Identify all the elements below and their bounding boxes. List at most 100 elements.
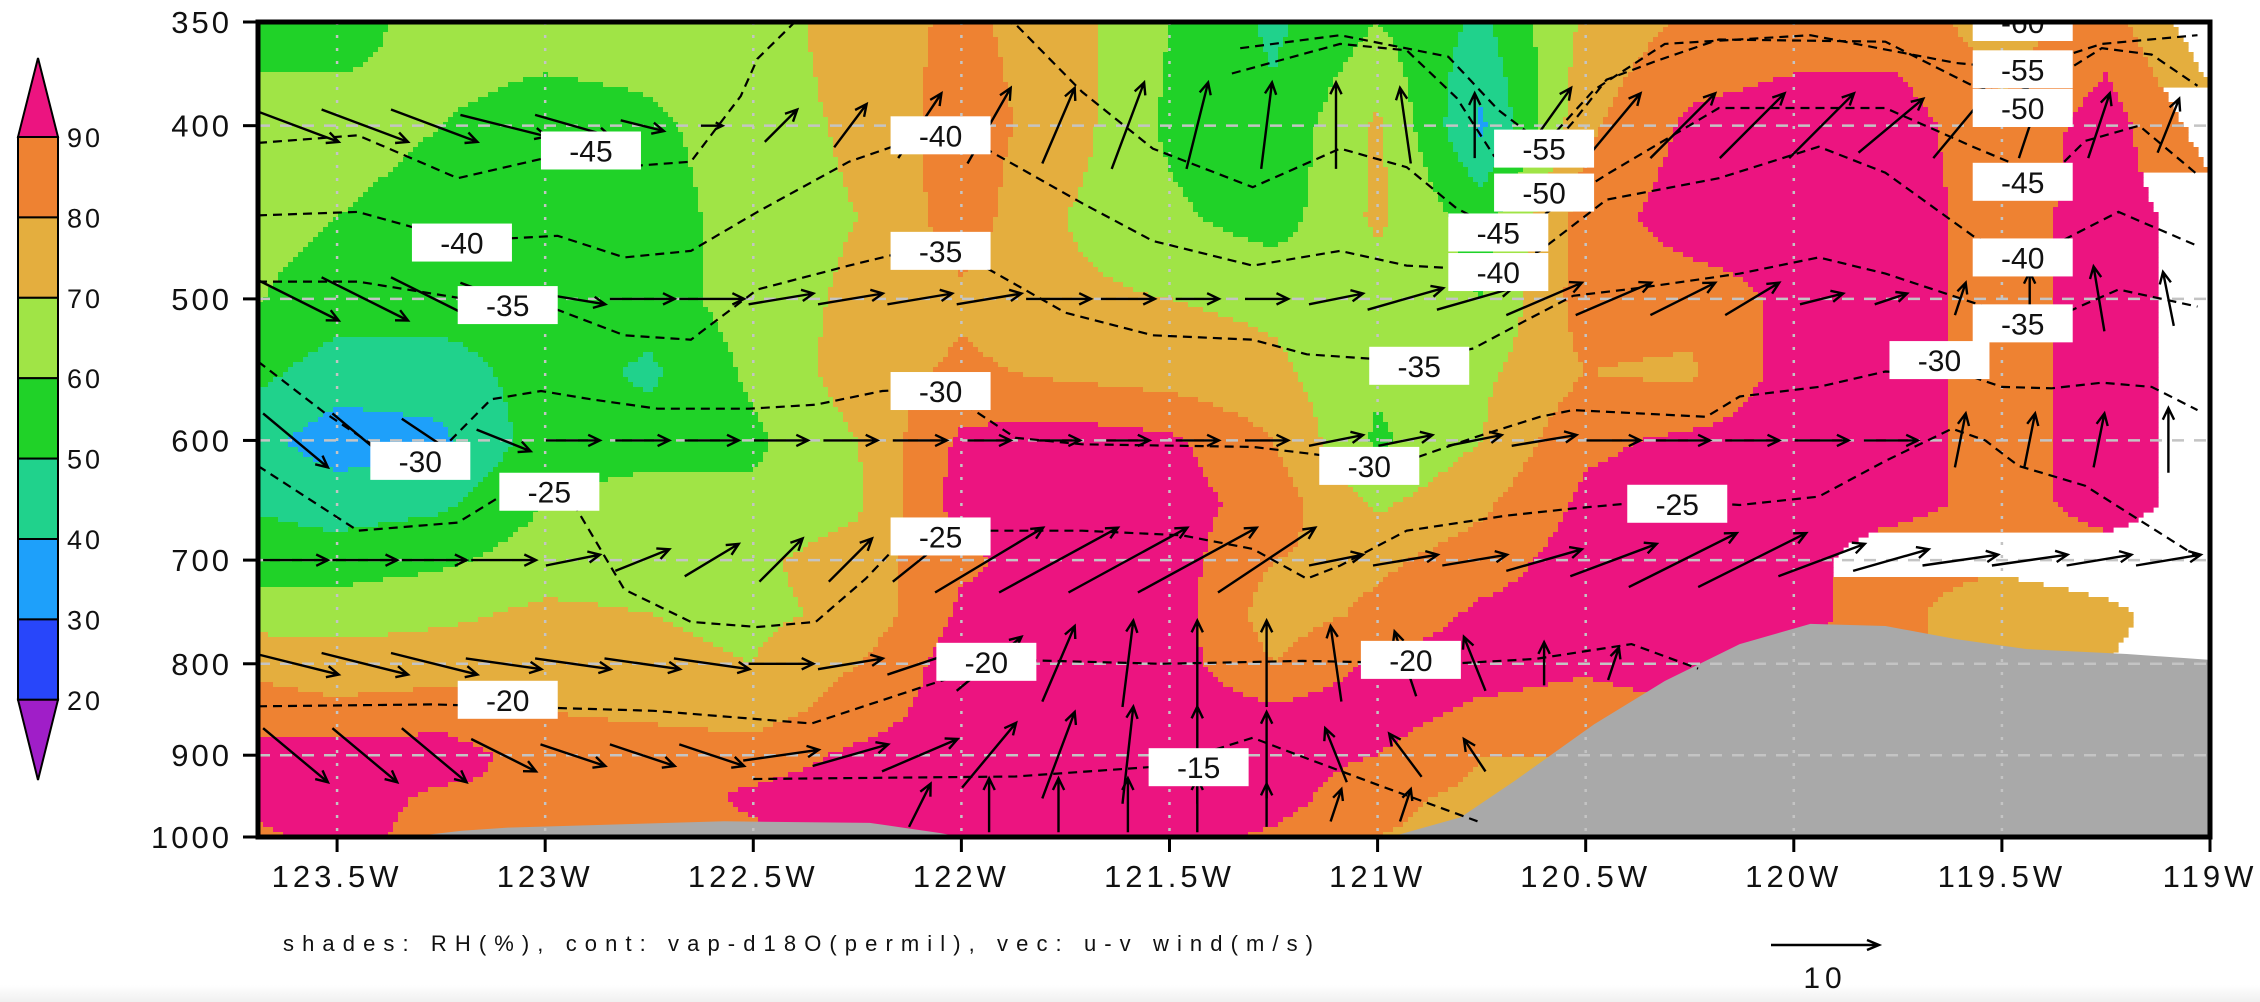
d18o-contour-line bbox=[258, 243, 2198, 363]
rh-shade-cell bbox=[393, 822, 769, 828]
rh-shade-cell bbox=[2068, 512, 2144, 518]
wind-vector-arrow bbox=[534, 657, 614, 675]
rh-shade-cell bbox=[478, 97, 654, 103]
rh-shade-cell bbox=[258, 617, 479, 623]
rh-shade-cell bbox=[1538, 72, 1569, 78]
rh-shade-cell bbox=[1318, 427, 1374, 433]
rh-shade-cell bbox=[868, 737, 1399, 743]
rh-shade-cell bbox=[1938, 147, 2064, 153]
rh-shade-cell bbox=[418, 572, 789, 578]
rh-shade-cell bbox=[2053, 327, 2159, 333]
rh-shade-cell bbox=[1093, 142, 1164, 148]
rh-shade-cell bbox=[258, 762, 489, 768]
rh-shade-cell bbox=[1503, 57, 1539, 63]
rh-shade-cell bbox=[1563, 287, 1754, 293]
rh-shade-cell bbox=[1383, 27, 1464, 33]
rh-shade-cell bbox=[1333, 682, 1549, 688]
contour-label: -35 bbox=[457, 286, 558, 325]
rh-shade-cell bbox=[823, 327, 1259, 333]
rh-shade-cell bbox=[863, 497, 904, 503]
rh-shade-cell bbox=[1443, 122, 1479, 128]
rh-shade-cell bbox=[798, 597, 899, 603]
rh-shade-cell bbox=[1948, 467, 2054, 473]
rh-shade-cell bbox=[1413, 107, 1449, 113]
rh-shade-cell bbox=[808, 707, 909, 713]
contour-label-text: -35 bbox=[919, 236, 962, 269]
rh-shade-cell bbox=[258, 817, 399, 823]
rh-shade-cell bbox=[258, 737, 459, 743]
rh-shade-cell bbox=[258, 212, 339, 218]
rh-shade-cell bbox=[258, 632, 269, 638]
rh-shade-cell bbox=[1218, 312, 1524, 318]
rh-shade-cell bbox=[788, 717, 904, 723]
rh-shade-cell bbox=[773, 632, 884, 638]
rh-shade-cell bbox=[1258, 27, 1289, 33]
rh-shade-cell bbox=[568, 712, 799, 718]
rh-shade-cell bbox=[1833, 582, 1964, 588]
colorbar-label: 60 bbox=[67, 364, 103, 394]
rh-shade-cell bbox=[1288, 27, 1369, 33]
rh-shade-cell bbox=[928, 662, 1204, 668]
rh-shade-cell bbox=[1393, 42, 1459, 48]
rh-shade-cell bbox=[1303, 207, 1369, 213]
rh-shade-cell bbox=[1303, 217, 1369, 223]
rh-shade-cell bbox=[703, 287, 829, 293]
rh-shade-cell bbox=[823, 102, 924, 108]
wind-vector-arrow bbox=[1398, 786, 1414, 822]
rh-shade-cell bbox=[813, 57, 929, 63]
rh-shade-cell bbox=[1583, 157, 1664, 163]
rh-shade-cell bbox=[1388, 212, 1449, 218]
rh-shade-cell bbox=[1428, 172, 1469, 178]
rh-shade-cell bbox=[258, 422, 309, 428]
rh-shade-cell bbox=[693, 167, 839, 173]
rh-shade-cell bbox=[783, 562, 899, 568]
rh-shade-cell bbox=[2058, 182, 2144, 188]
rh-shade-cell bbox=[1203, 567, 1269, 573]
rh-shade-cell bbox=[1573, 52, 1644, 58]
rh-shade-cell bbox=[1278, 447, 1329, 453]
rh-shade-cell bbox=[1278, 342, 1514, 348]
rh-shade-cell bbox=[258, 187, 369, 193]
rh-shade-cell bbox=[933, 22, 994, 28]
rh-shade-cell bbox=[2053, 207, 2154, 213]
rh-shade-cell bbox=[928, 27, 994, 33]
rh-shade-cell bbox=[1963, 582, 2044, 588]
rh-shade-cell bbox=[1268, 332, 1519, 338]
rh-shade-cell bbox=[1353, 487, 1419, 493]
rh-shade-cell bbox=[323, 342, 464, 348]
rh-shade-cell bbox=[2053, 322, 2159, 328]
rh-shade-cell bbox=[643, 387, 654, 393]
rh-shade-cell bbox=[1473, 602, 1834, 608]
rh-shade-cell bbox=[663, 372, 739, 378]
rh-shade-cell bbox=[1448, 72, 1504, 78]
rh-shade-cell bbox=[603, 82, 819, 88]
rh-shade-cell bbox=[1568, 77, 1624, 83]
rh-shade-cell bbox=[943, 502, 1224, 508]
rh-shade-cell bbox=[1773, 77, 1904, 83]
rh-shade-cell bbox=[513, 422, 764, 428]
rh-shade-cell bbox=[913, 402, 1214, 408]
rh-shade-cell bbox=[793, 552, 899, 558]
rh-shade-cell bbox=[643, 352, 654, 358]
rh-shade-cell bbox=[558, 597, 799, 603]
colorbar-label: 20 bbox=[67, 686, 103, 716]
rh-shade-cell bbox=[1763, 332, 1949, 338]
rh-shade-cell bbox=[2053, 462, 2159, 468]
rh-shade-cell bbox=[1313, 412, 1374, 418]
rh-shade-cell bbox=[1198, 627, 1254, 633]
rh-shade-cell bbox=[1348, 612, 1459, 618]
rh-shade-cell bbox=[2133, 127, 2189, 133]
rh-shade-cell bbox=[1008, 152, 1094, 158]
rh-shade-cell bbox=[1368, 192, 1389, 198]
rh-shade-cell bbox=[1543, 432, 1669, 438]
rh-shade-cell bbox=[1258, 327, 1519, 333]
rh-shade-cell bbox=[1278, 57, 1349, 63]
rh-shade-cell bbox=[1833, 587, 1954, 593]
rh-shade-cell bbox=[1163, 57, 1269, 63]
rh-shade-cell bbox=[1513, 347, 1574, 353]
rh-shade-cell bbox=[318, 417, 434, 423]
rh-shade-cell bbox=[923, 92, 1009, 98]
rh-shade-cell bbox=[763, 642, 879, 648]
rh-shade-cell bbox=[2053, 22, 2129, 28]
rh-shade-cell bbox=[1213, 522, 1304, 528]
